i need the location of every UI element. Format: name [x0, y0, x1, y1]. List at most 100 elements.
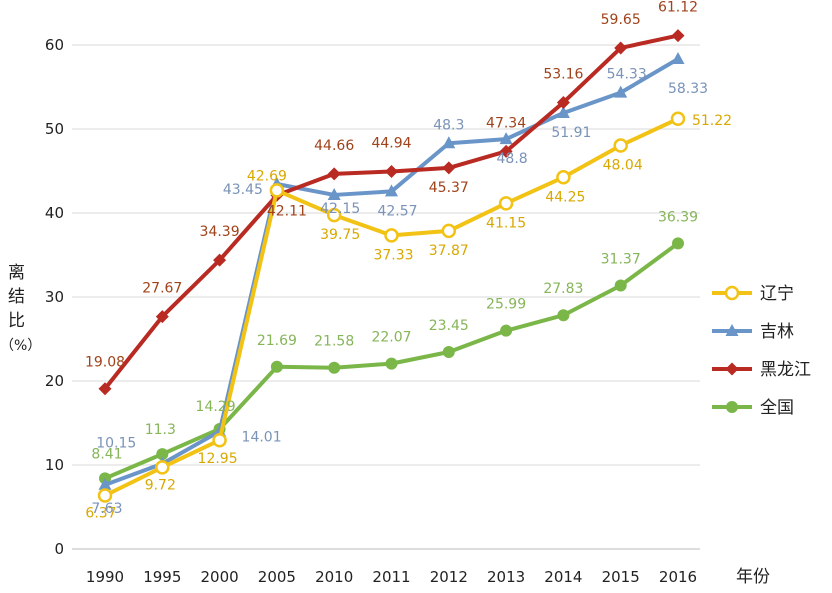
data-label: 11.3 — [145, 422, 176, 438]
data-point — [155, 310, 169, 324]
y-tick-label: 10 — [45, 456, 64, 474]
legend-item-吉林: 吉林 — [712, 322, 794, 342]
data-label: 31.37 — [601, 251, 641, 267]
data-label: 21.69 — [257, 333, 297, 349]
x-tick-label: 2012 — [430, 568, 468, 586]
data-label: 8.41 — [91, 446, 122, 462]
series-黑龙江 — [98, 29, 685, 396]
data-point — [498, 196, 514, 211]
data-label: 54.33 — [607, 67, 647, 83]
data-point — [613, 138, 628, 153]
x-tick-label: 2016 — [659, 568, 697, 586]
x-tick-label: 1990 — [86, 568, 124, 586]
data-label: 42.15 — [320, 201, 360, 217]
legend-marker — [725, 362, 739, 376]
data-label: 22.07 — [371, 330, 411, 346]
data-point — [670, 111, 686, 127]
data-label: 27.83 — [543, 281, 583, 297]
data-label: 37.33 — [373, 247, 413, 263]
data-label: 27.67 — [142, 281, 182, 297]
data-label: 25.99 — [486, 297, 526, 313]
y-axis-label: 离 结 比 （%） — [0, 263, 41, 354]
series-全国 — [99, 237, 684, 485]
data-label: 48.04 — [603, 157, 643, 173]
legend-label: 吉林 — [760, 322, 794, 342]
y-axis-label-char-3: 比 — [8, 311, 25, 331]
data-label: 23.45 — [429, 318, 469, 334]
legend-label: 黑龙江 — [760, 360, 811, 380]
data-label: 10.15 — [96, 436, 136, 452]
data-point — [499, 144, 513, 158]
y-tick-label: 20 — [45, 372, 64, 390]
data-point — [327, 167, 341, 181]
data-point — [499, 132, 513, 145]
data-label: 48.3 — [433, 117, 464, 133]
x-tick-label: 2014 — [544, 568, 582, 586]
data-point — [614, 41, 628, 55]
data-label: 37.87 — [429, 243, 469, 259]
x-tick-label: 1995 — [143, 568, 181, 586]
data-label: 14.01 — [242, 429, 282, 445]
series-辽宁 — [97, 111, 686, 503]
data-point — [672, 237, 684, 250]
data-labels: 6.37 9.72 12.95 42.69 39.75 37.33 37.87 41.15 44… — [85, 0, 732, 521]
y-tick-label: 30 — [45, 288, 64, 306]
data-label: 51.22 — [692, 113, 732, 129]
data-point — [442, 346, 455, 359]
data-point — [385, 184, 398, 197]
legend-item-黑龙江: 黑龙江 — [712, 360, 811, 380]
data-point — [155, 460, 170, 475]
data-label: 42.69 — [247, 168, 287, 184]
data-label: 41.15 — [486, 215, 526, 231]
series-group — [97, 29, 686, 503]
legend-marker — [726, 401, 738, 413]
x-tick-label: 2000 — [201, 568, 239, 586]
data-point — [385, 357, 398, 370]
y-axis-ticks: 0 10 20 30 40 50 60 — [45, 36, 64, 558]
legend-label: 全国 — [760, 398, 794, 418]
data-point — [269, 183, 285, 198]
data-point — [327, 187, 341, 200]
legend-label: 辽宁 — [760, 284, 794, 304]
y-axis-label-char-2: 结 — [8, 287, 25, 307]
data-point — [98, 477, 112, 490]
data-point — [97, 488, 113, 503]
data-point — [500, 324, 513, 337]
data-label: 47.34 — [486, 115, 526, 131]
data-label: 36.39 — [658, 209, 698, 225]
data-label: 44.66 — [314, 138, 354, 154]
data-label: 9.72 — [145, 477, 176, 493]
data-label: 58.33 — [668, 81, 708, 97]
data-point — [556, 170, 571, 185]
data-point — [328, 361, 341, 374]
data-label: 53.16 — [543, 66, 583, 82]
data-point — [441, 223, 457, 239]
data-label: 14.29 — [196, 399, 236, 415]
data-label: 44.94 — [371, 136, 411, 152]
data-label: 42.57 — [377, 203, 417, 219]
data-label: 48.8 — [497, 151, 528, 167]
x-tick-label: 2005 — [258, 568, 296, 586]
data-point — [556, 105, 570, 118]
series-line — [104, 57, 680, 487]
x-tick-label: 2013 — [487, 568, 525, 586]
data-point — [98, 382, 112, 396]
grid-lines — [72, 44, 700, 550]
data-label: 12.95 — [198, 451, 238, 467]
data-point — [213, 253, 227, 267]
data-label: 34.39 — [200, 224, 240, 240]
y-tick-label: 40 — [45, 204, 64, 222]
legend-item-全国: 全国 — [712, 398, 794, 418]
data-point — [614, 85, 628, 98]
data-label: 59.65 — [601, 12, 641, 28]
y-tick-label: 60 — [45, 36, 64, 54]
data-label: 19.08 — [85, 355, 125, 371]
x-tick-label: 2011 — [372, 568, 410, 586]
data-point — [270, 360, 283, 373]
series-吉林 — [98, 52, 685, 490]
data-point — [557, 309, 570, 322]
data-label: 7.63 — [91, 501, 122, 517]
x-axis-ticks: 1990 1995 2000 2005 2010 2011 2012 2013 2014 2015… — [86, 568, 697, 586]
